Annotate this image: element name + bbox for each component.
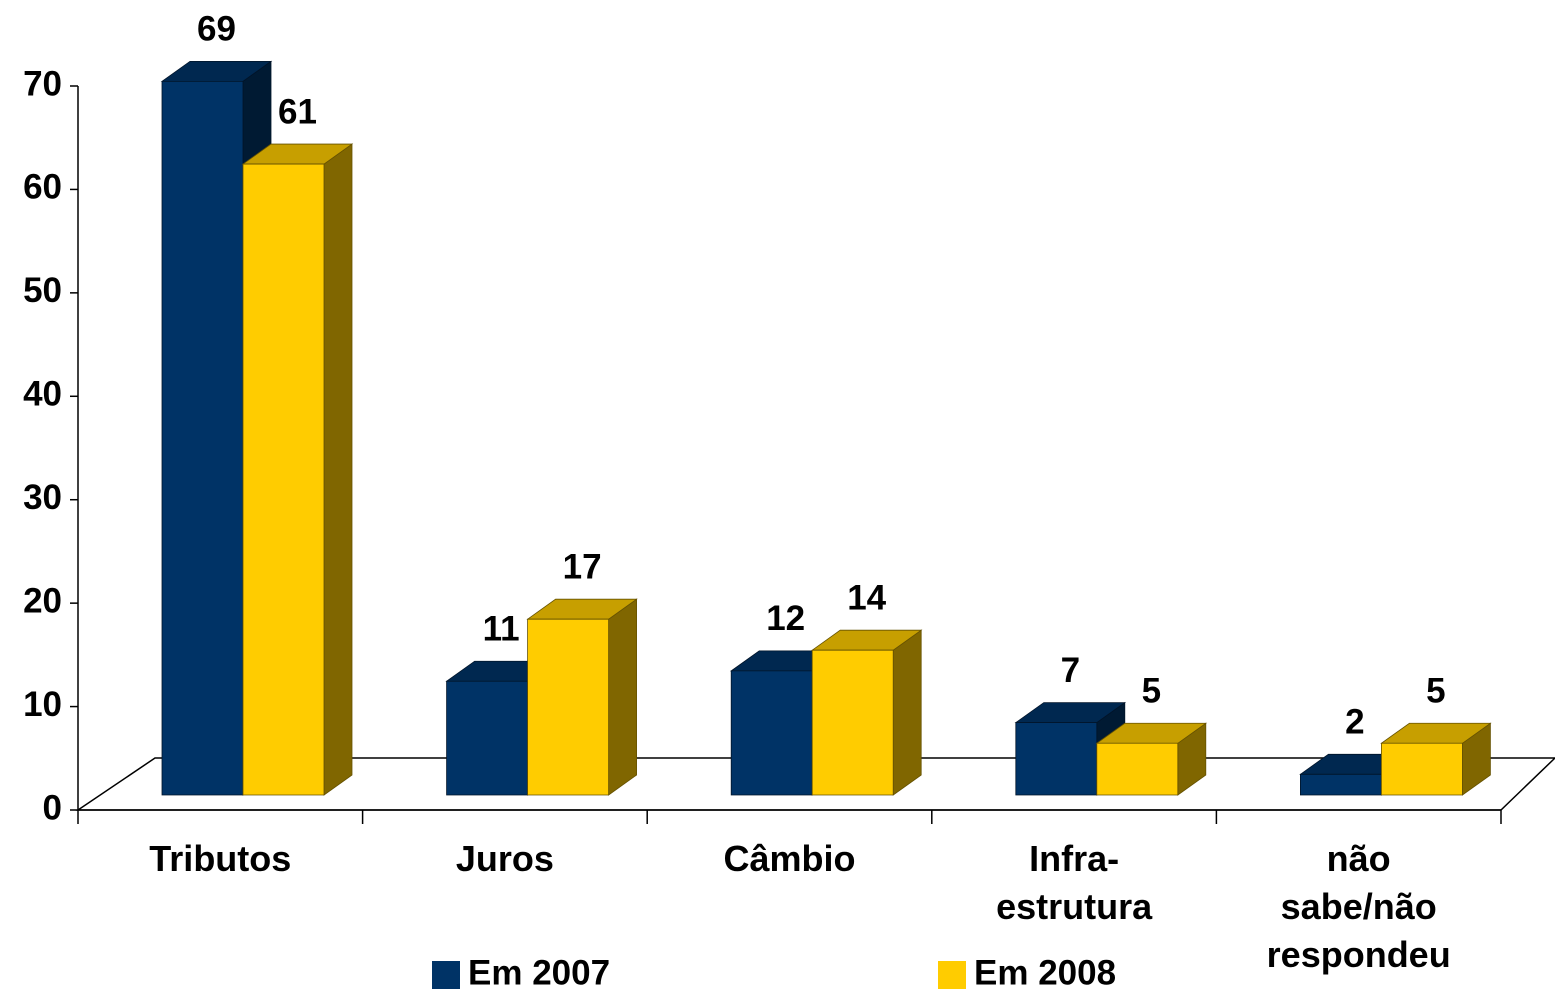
y-tick-label: 0 <box>43 788 62 827</box>
bar-front <box>1015 722 1098 796</box>
value-label: 5 <box>1142 672 1161 711</box>
bar-front <box>161 80 244 796</box>
bar-front <box>1096 742 1179 796</box>
x-tick-label: não sabe/não respondeu <box>1266 838 1451 975</box>
y-tick-label: 20 <box>23 581 62 620</box>
x-tick-label: Juros <box>455 838 554 879</box>
bar-side <box>323 143 353 796</box>
legend-swatch <box>432 961 460 989</box>
value-label: 14 <box>847 578 886 617</box>
value-label: 69 <box>197 10 236 49</box>
legend-swatch <box>938 961 966 989</box>
x-tick-label: Infra-estrutura <box>996 838 1153 927</box>
bar-front <box>811 649 894 796</box>
bar-front <box>446 680 528 796</box>
bar <box>1095 722 1208 796</box>
y-tick-label: 70 <box>23 64 62 103</box>
bar-side <box>608 598 637 796</box>
value-label: 12 <box>766 599 805 638</box>
bar-front <box>1381 742 1463 796</box>
bar-front <box>1300 773 1382 796</box>
value-label: 17 <box>563 547 602 586</box>
value-label: 5 <box>1426 672 1445 711</box>
bar <box>810 629 923 796</box>
y-tick-label: 30 <box>23 478 62 517</box>
legend-label: Em 2008 <box>974 953 1116 990</box>
y-tick-label: 60 <box>23 168 62 207</box>
value-label: 11 <box>483 609 520 648</box>
x-tick-label: Câmbio <box>723 838 856 879</box>
value-label: 61 <box>278 92 317 131</box>
bar-front <box>242 163 325 796</box>
legend-label: Em 2007 <box>468 953 610 990</box>
bar <box>1380 722 1492 796</box>
y-tick-label: 10 <box>23 685 62 724</box>
bar-front <box>730 670 813 796</box>
x-tick-label: Tributos <box>149 838 292 879</box>
y-tick-label: 40 <box>23 375 62 414</box>
bar-side <box>892 629 922 796</box>
bar <box>526 598 638 796</box>
y-tick-label: 50 <box>23 271 62 310</box>
value-label: 2 <box>1345 703 1364 742</box>
value-label: 7 <box>1061 651 1080 690</box>
bar-front <box>527 618 609 796</box>
bar <box>241 143 354 796</box>
